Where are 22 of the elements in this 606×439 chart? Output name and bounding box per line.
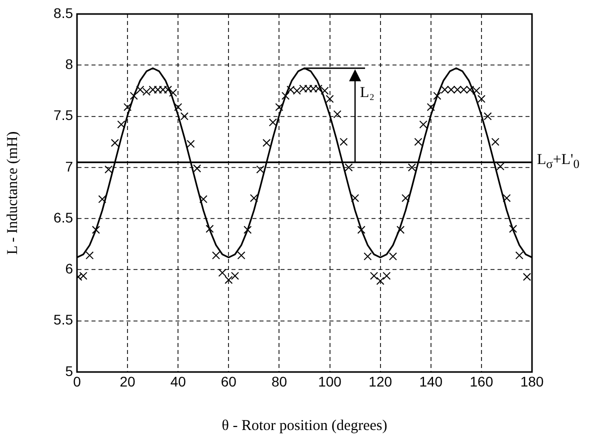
annotation: L₂ (360, 85, 374, 102)
y-tick-label: 8.5 (54, 4, 74, 21)
ref-line-label: L$_{σ}$+L'$_{0}$ (537, 152, 580, 172)
y-tick-label: 6 (65, 260, 74, 277)
x-tick-label: 60 (220, 373, 237, 390)
y-tick-label: 8 (65, 56, 74, 72)
y-tick-label: 5 (65, 362, 74, 379)
x-tick-label: 80 (271, 373, 288, 390)
y-tick-label: 7 (65, 158, 74, 174)
x-tick-label: 120 (368, 373, 392, 390)
y-axis-title: L - Inductance (mH) (4, 131, 21, 255)
x-axis-title: θ - Rotor position (degrees) (222, 418, 388, 434)
x-tick-label: 180 (520, 373, 544, 390)
x-tick-label: 140 (419, 373, 443, 390)
x-tick-label: 40 (170, 373, 186, 390)
x-tick-label: 100 (318, 373, 342, 390)
y-tick-label: 7.5 (54, 107, 74, 124)
x-tick-label: 160 (470, 373, 494, 390)
y-tick-label: 6.5 (54, 209, 74, 226)
x-tick-label: 0 (73, 373, 82, 390)
x-tick-label: 20 (120, 373, 136, 390)
y-tick-label: 5.5 (54, 312, 74, 328)
